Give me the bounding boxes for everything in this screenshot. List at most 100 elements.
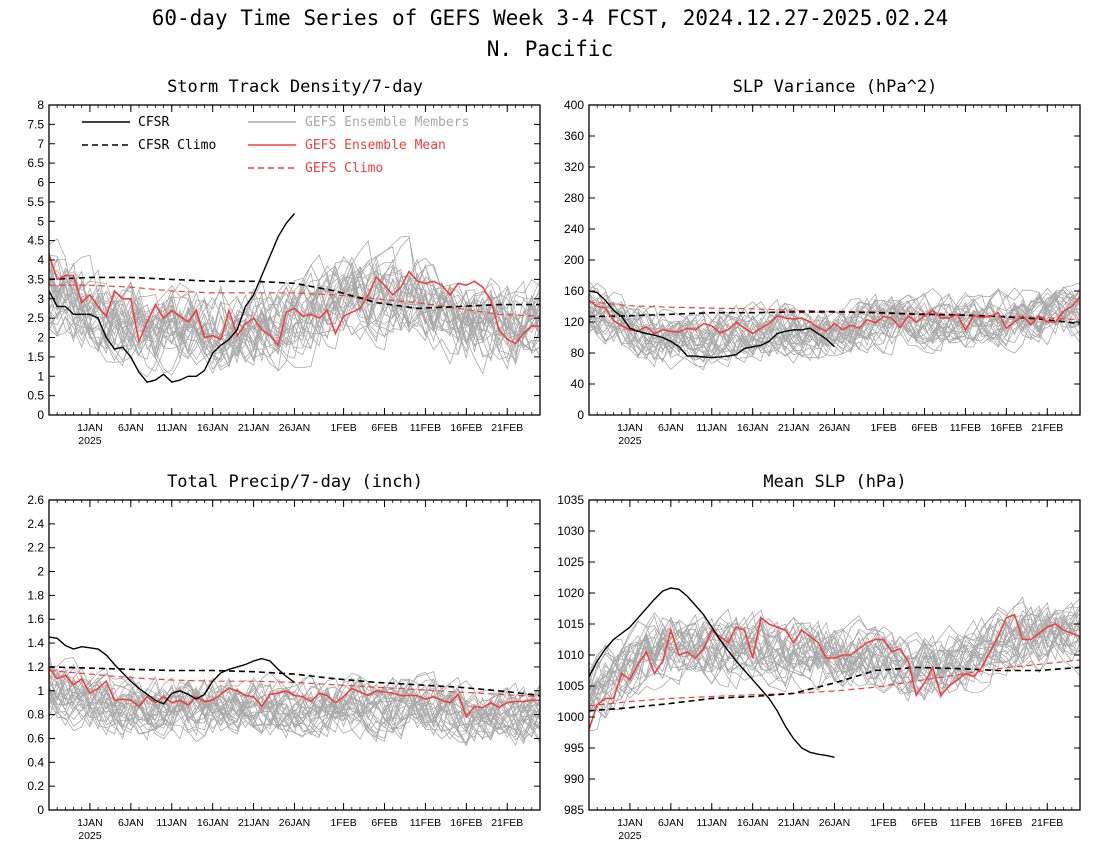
ensemble-member-line: [49, 678, 540, 744]
y-tick-label: 0.5: [27, 389, 44, 403]
panel-total-precip: Total Precip/7-day (inch) 0 0.2 0.4 0.6 0.8 1…: [27, 472, 541, 842]
y-tick-label: 2.2: [27, 541, 44, 555]
y-tick-label: 7: [37, 137, 44, 151]
cfsr-climo-line: [49, 666, 540, 697]
cfsr-climo-line: [589, 311, 1080, 325]
x-tick-label: 26JAN: [819, 422, 851, 434]
legend-members-label: GEFS Ensemble Members: [305, 115, 469, 130]
panel-slp-variance: SLP Variance (hPa^2) 0 40 80 120 160 200 240 28…: [564, 77, 1081, 447]
y-tick-label: 7.5: [27, 117, 44, 131]
panel-title: Mean SLP (hPa): [763, 472, 906, 492]
ensemble-member-line: [589, 607, 1080, 709]
ensemble-member-line: [589, 290, 1080, 362]
ensemble-member-line: [589, 601, 1080, 692]
x-tick-label: 16JAN: [737, 422, 769, 434]
ensemble-member-line: [49, 667, 540, 744]
x-tick-label: 16FEB: [450, 422, 482, 434]
x-year-label: 2025: [618, 830, 642, 842]
y-tick-label: 6.5: [27, 156, 44, 170]
x-tick-label: 21FEB: [491, 422, 523, 434]
ensemble-member-line: [49, 267, 540, 367]
y-tick-label: 1: [37, 369, 44, 383]
x-tick-label: 26JAN: [279, 817, 311, 829]
cfsr-line: [589, 290, 835, 359]
y-tick-label: 0: [37, 803, 44, 817]
x-tick-label: 11JAN: [696, 817, 727, 829]
x-tick-label: 16JAN: [197, 817, 229, 829]
ensemble-member-line: [589, 293, 1080, 362]
panel-storm-track-density: Storm Track Density/7-day 0 0.5 1 1.5 2 2.5 3 3…: [27, 77, 541, 447]
ensemble-member-line: [49, 269, 540, 372]
y-tick-label: 985: [564, 803, 584, 817]
x-year-label: 2025: [618, 435, 642, 447]
ens-mean-line: [589, 613, 1080, 730]
x-tick-label: 6JAN: [658, 422, 684, 434]
ens-mean-line: [49, 667, 540, 719]
x-tick-label: 11FEB: [950, 422, 981, 434]
plot-frame: [48, 499, 541, 811]
ensemble-member-line: [49, 269, 540, 371]
legend-ens-mean-label: GEFS Ensemble Mean: [305, 138, 446, 153]
panel-title: Storm Track Density/7-day: [167, 77, 423, 97]
y-tick-label: 3.5: [27, 272, 44, 286]
x-tick-label: 11FEB: [410, 422, 441, 434]
ensemble-member-line: [589, 290, 1080, 368]
cfsr-line: [49, 213, 296, 383]
y-tick-label: 6: [37, 176, 44, 190]
plot-area: [49, 636, 540, 747]
x-tick-label: 11JAN: [156, 422, 187, 434]
y-tick-label: 0: [577, 408, 584, 422]
ensemble-member-line: [589, 293, 1080, 360]
x-tick-label: 6JAN: [658, 817, 684, 829]
x-tick-label: 16FEB: [450, 817, 482, 829]
cfsr-line: [589, 587, 835, 758]
y-tick-label: 1015: [557, 617, 584, 631]
x-tick-label: 6JAN: [118, 422, 144, 434]
cfsr-climo-line: [589, 666, 1080, 712]
x-tick-label: 11FEB: [410, 817, 441, 829]
y-tick-label: 2.4: [27, 517, 44, 531]
y-tick-label: 1.6: [27, 612, 44, 626]
x-tick-label: 1FEB: [330, 817, 356, 829]
x-tick-label: 6FEB: [371, 817, 397, 829]
y-tick-label: 0.4: [27, 755, 44, 769]
ensemble-member-line: [589, 611, 1080, 711]
ensemble-member-line: [589, 598, 1080, 705]
y-tick-label: 1.2: [27, 660, 44, 674]
ensemble-member-line: [49, 654, 540, 745]
x-tick-label: 11FEB: [950, 817, 981, 829]
x-tick-label: 1JAN: [617, 422, 643, 434]
y-tick-label: 2: [37, 331, 44, 345]
x-tick-label: 11JAN: [156, 817, 187, 829]
y-tick-label: 280: [564, 191, 584, 205]
plot-area: [49, 213, 540, 383]
ens-mean-line: [589, 296, 1080, 335]
y-tick-label: 2.6: [27, 493, 44, 507]
ensemble-member-line: [49, 675, 540, 739]
ens-mean-line: [49, 253, 540, 348]
y-tick-label: 2.5: [27, 311, 44, 325]
y-tick-label: 995: [564, 741, 584, 755]
ensemble-member-line: [589, 289, 1080, 353]
x-tick-label: 1JAN: [77, 422, 103, 434]
y-tick-label: 2: [37, 565, 44, 579]
x-tick-label: 21FEB: [1031, 817, 1063, 829]
ensemble-member-line: [589, 287, 1080, 371]
y-tick-label: 200: [564, 253, 584, 267]
y-tick-label: 1010: [557, 648, 584, 662]
ensemble-member-line: [49, 668, 540, 742]
ensemble-member-line: [49, 262, 540, 361]
x-tick-label: 6JAN: [118, 817, 144, 829]
x-tick-label: 26JAN: [279, 422, 311, 434]
x-tick-label: 21JAN: [778, 422, 810, 434]
x-year-label: 2025: [78, 435, 102, 447]
y-tick-label: 4: [37, 253, 44, 267]
y-tick-label: 80: [571, 346, 585, 360]
x-tick-label: 26JAN: [819, 817, 851, 829]
y-tick-label: 1035: [557, 493, 584, 507]
x-year-label: 2025: [78, 830, 102, 842]
cfsr-climo-line: [49, 276, 540, 310]
y-tick-label: 120: [564, 315, 584, 329]
y-tick-label: 0.6: [27, 731, 44, 745]
